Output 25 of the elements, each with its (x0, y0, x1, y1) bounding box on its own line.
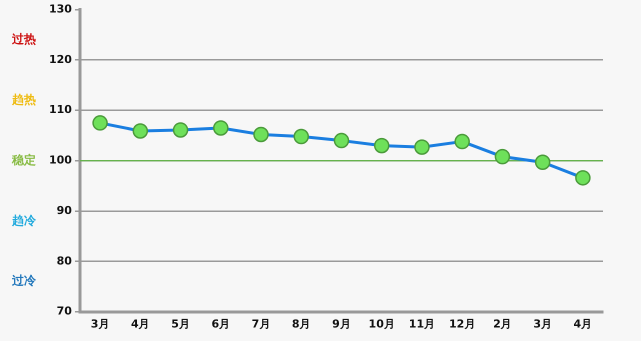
x-tick-label: 9月 (332, 317, 351, 330)
y-tick-label: 70 (56, 304, 72, 318)
text: 过热 (11, 32, 36, 46)
x-tick-label: 12月 (449, 317, 476, 330)
text: 过冷 (11, 274, 37, 288)
text: 稳定 (11, 152, 36, 167)
y-tick-label: 80 (56, 254, 72, 268)
x-tick-label: 10月 (368, 317, 395, 330)
x-tick-label: 7月 (252, 317, 270, 330)
x-tick-label: 4月 (574, 317, 592, 330)
x-tick-label: 2月 (493, 317, 512, 330)
y-tick-label: 120 (48, 52, 72, 66)
x-tick-label: 6月 (211, 317, 230, 330)
y-tick-label: 100 (48, 154, 72, 167)
x-tick-label: 5月 (171, 317, 190, 330)
y-tick-label: 130 (48, 2, 72, 16)
y-tick-label: 110 (48, 103, 72, 116)
x-tick-label: 3月 (90, 317, 110, 330)
x-tick-label: 3月 (533, 317, 552, 330)
text: 趋热 (11, 92, 36, 106)
y-tick-label: 90 (56, 204, 72, 217)
x-tick-label: 8月 (292, 317, 311, 330)
text: 趋冷 (11, 213, 37, 228)
x-tick-label: 4月 (130, 317, 150, 330)
x-tick-label: 11月 (408, 317, 436, 330)
